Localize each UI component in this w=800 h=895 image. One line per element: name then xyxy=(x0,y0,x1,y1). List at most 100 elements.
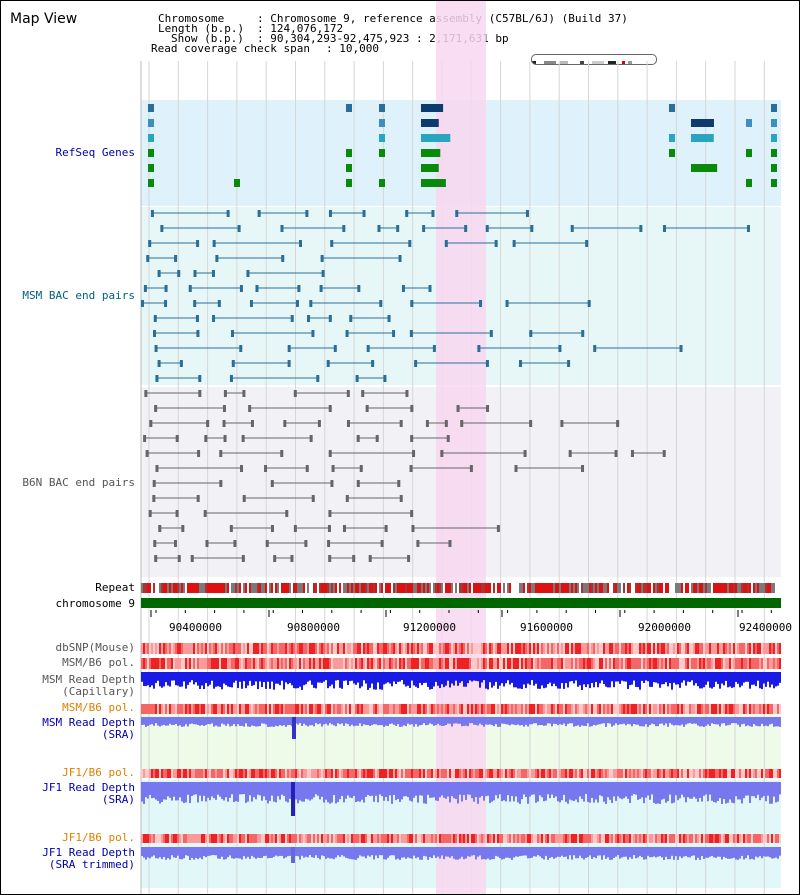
read-depth-bar xyxy=(245,717,247,724)
polymorphism-cell xyxy=(689,643,691,654)
polymorphism-cell xyxy=(529,704,531,714)
polymorphism-cell xyxy=(217,834,219,843)
read-depth-bar xyxy=(559,672,561,689)
polymorphism-cell xyxy=(409,769,411,778)
read-depth-bar xyxy=(571,782,573,801)
polymorphism-cell xyxy=(353,769,355,778)
read-depth-bar xyxy=(737,672,739,684)
polymorphism-cell xyxy=(727,834,729,843)
repeat-segment xyxy=(343,583,345,593)
read-depth-bar xyxy=(163,717,165,725)
polymorphism-cell xyxy=(629,769,631,778)
polymorphism-cell xyxy=(349,834,351,843)
read-depth-bar xyxy=(733,847,735,858)
read-depth-bar xyxy=(583,782,585,802)
read-depth-bar xyxy=(485,672,487,689)
read-depth-bar xyxy=(159,672,161,687)
read-depth-bar xyxy=(209,717,211,725)
polymorphism-cell xyxy=(715,834,717,843)
repeat-segment xyxy=(179,583,181,593)
polymorphism-cell xyxy=(617,643,619,654)
polymorphism-cell xyxy=(399,658,401,669)
read-depth-bar xyxy=(647,672,649,682)
read-depth-bar xyxy=(381,717,383,726)
bac-end-marker xyxy=(179,360,183,367)
read-depth-bar xyxy=(739,847,741,859)
polymorphism-cell xyxy=(371,704,373,714)
polymorphism-cell xyxy=(681,658,683,669)
read-depth-bar xyxy=(423,847,425,856)
repeat-segment xyxy=(327,583,329,593)
polymorphism-cell xyxy=(157,643,159,654)
polymorphism-cell xyxy=(431,769,433,778)
read-depth-bar xyxy=(245,672,247,689)
read-depth-bar xyxy=(321,717,323,727)
polymorphism-cell xyxy=(765,834,767,843)
repeat-segment xyxy=(517,583,519,593)
polymorphism-cell xyxy=(245,658,247,669)
polymorphism-cell xyxy=(461,704,463,714)
polymorphism-cell xyxy=(251,658,253,669)
repeat-segment xyxy=(589,583,591,593)
polymorphism-cell xyxy=(511,658,513,669)
polymorphism-cell xyxy=(341,643,343,654)
polymorphism-cell xyxy=(305,769,307,778)
polymorphism-cell xyxy=(689,658,691,669)
repeat-segment xyxy=(625,583,627,593)
chromosome-ideogram[interactable] xyxy=(531,54,657,65)
read-depth-bar xyxy=(145,672,147,687)
polymorphism-cell xyxy=(559,643,561,654)
read-depth-bar xyxy=(691,782,693,799)
read-depth-bar xyxy=(649,782,651,800)
polymorphism-cell xyxy=(695,658,697,669)
bac-end-marker xyxy=(175,510,179,517)
polymorphism-cell xyxy=(629,658,631,669)
polymorphism-cell xyxy=(349,658,351,669)
polymorphism-cell xyxy=(269,834,271,843)
polymorphism-cell xyxy=(587,769,589,778)
polymorphism-cell xyxy=(537,704,539,714)
polymorphism-cell xyxy=(505,643,507,654)
bac-end-marker xyxy=(237,225,241,232)
polymorphism-cell xyxy=(217,658,219,669)
polymorphism-cell xyxy=(481,769,483,778)
polymorphism-cell xyxy=(451,769,453,778)
read-depth-bar xyxy=(273,847,275,857)
read-depth-bar xyxy=(409,672,411,688)
polymorphism-cell xyxy=(775,643,777,654)
polymorphism-cell xyxy=(739,658,741,669)
read-depth-bar xyxy=(299,717,301,724)
polymorphism-cell xyxy=(399,704,401,714)
polymorphism-cell xyxy=(279,658,281,669)
polymorphism-cell xyxy=(413,704,415,714)
polymorphism-cell xyxy=(255,769,257,778)
read-depth-bar xyxy=(385,717,387,726)
read-depth-bar xyxy=(679,672,681,688)
read-depth-bar xyxy=(181,672,183,687)
polymorphism-cell xyxy=(695,769,697,778)
polymorphism-cell xyxy=(193,658,195,669)
polymorphism-cell xyxy=(407,658,409,669)
polymorphism-cell xyxy=(169,643,171,654)
polymorphism-cell xyxy=(557,769,559,778)
read-depth-bar xyxy=(197,672,199,686)
read-depth-bar xyxy=(221,782,223,799)
polymorphism-cell xyxy=(179,834,181,843)
polymorphism-cell xyxy=(687,643,689,654)
polymorphism-cell xyxy=(635,834,637,843)
read-depth-bar xyxy=(699,847,701,860)
polymorphism-cell xyxy=(347,658,349,669)
polymorphism-cell xyxy=(635,769,637,778)
polymorphism-cell xyxy=(331,658,333,669)
bac-end-marker xyxy=(270,480,274,487)
polymorphism-cell xyxy=(597,704,599,714)
polymorphism-cell xyxy=(225,643,227,654)
polymorphism-cell xyxy=(287,834,289,843)
polymorphism-cell xyxy=(725,643,727,654)
polymorphism-cell xyxy=(299,658,301,669)
read-depth-bar xyxy=(405,782,407,797)
ideogram-position-marker xyxy=(622,61,625,64)
repeat-segment xyxy=(363,583,365,593)
read-depth-bar xyxy=(451,717,453,727)
